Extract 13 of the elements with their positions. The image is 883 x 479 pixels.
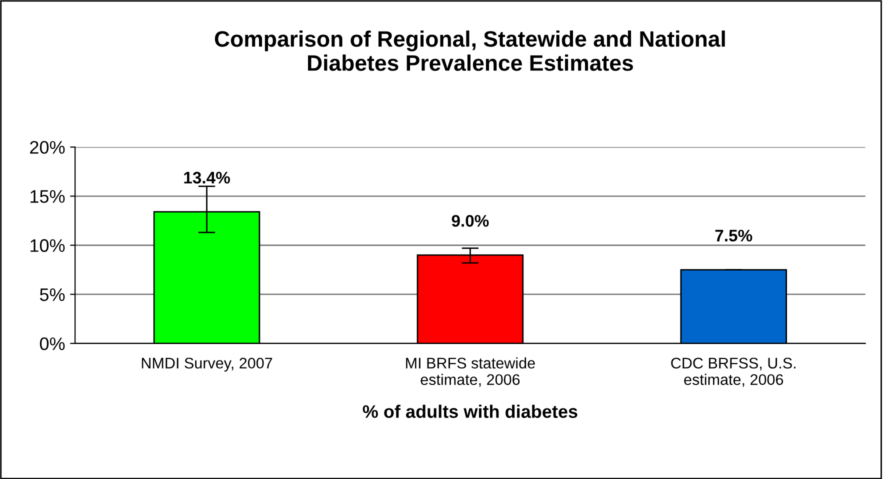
data-label: 13.4% [184, 172, 230, 184]
y-tick-label: 15% [30, 190, 65, 203]
y-tick-label: 10% [30, 239, 65, 252]
y-tick-label: 20% [30, 140, 65, 154]
data-label: 9.0% [452, 214, 489, 227]
x-tick-label: NMDI Survey, 2007 [142, 358, 272, 372]
x-tick-label: MI BRFS statewide estimate, 2006 [406, 357, 535, 387]
y-tick-label: 5% [40, 288, 65, 302]
x-tick-label: CDC BRFSS, U.S. estimate, 2006 [671, 358, 796, 387]
x-axis-title: % of adults with diabetes [362, 404, 578, 418]
data-label: 7.5% [715, 230, 752, 242]
y-tick-label: 0% [40, 337, 65, 350]
chart-title: Comparison of Regional, Statewide and National Diabetes Prevalence Estimates [214, 30, 725, 71]
